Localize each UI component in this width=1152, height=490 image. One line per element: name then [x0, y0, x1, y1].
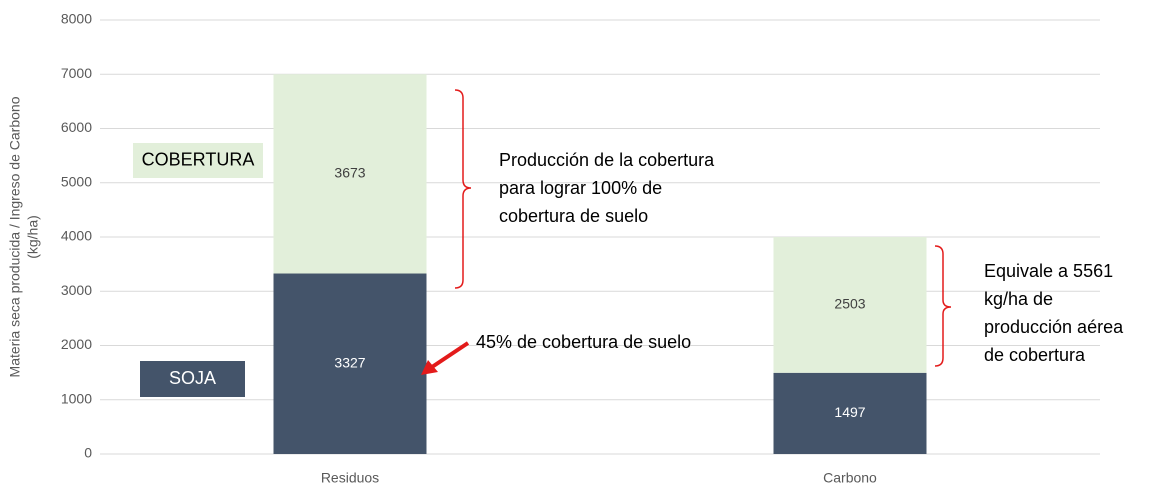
x-tick-label: Carbono	[823, 470, 877, 486]
y-tick-label: 5000	[61, 173, 92, 189]
y-axis-title-line: Materia seca producida / Ingreso de Carb…	[7, 96, 23, 377]
data-label: 3327	[334, 354, 365, 370]
brace	[934, 245, 952, 367]
annotation: Producción de la cobertura	[499, 150, 715, 170]
y-tick-label: 7000	[61, 65, 92, 81]
annotation: de cobertura	[984, 345, 1086, 365]
bar-segment	[273, 273, 427, 454]
y-tick-label: 0	[84, 445, 92, 461]
legend-swatch	[140, 361, 245, 397]
annotation: cobertura de suelo	[499, 206, 648, 226]
y-tick-label: 8000	[61, 11, 92, 27]
annotation: para lograr 100% de	[499, 178, 662, 198]
annotation: kg/ha de	[984, 289, 1053, 309]
plot: 0 1000 2000 3000 4000 5000 6000 7000 8000 Residuo…	[61, 11, 1100, 486]
y-tick-label: 3000	[61, 282, 92, 298]
annotation: producción aérea	[984, 317, 1124, 337]
legend-label: SOJA	[169, 368, 216, 388]
y-tick-label: 4000	[61, 228, 92, 244]
annotation: 45% de cobertura de suelo	[476, 332, 691, 352]
legend-swatch	[133, 143, 263, 178]
data-label: 1497	[834, 404, 865, 420]
bar-segment	[273, 74, 427, 274]
bar-segment	[773, 372, 927, 454]
brace	[454, 89, 472, 289]
arrow-head	[421, 360, 438, 375]
data-label: 2503	[834, 296, 865, 312]
x-tick-label: Residuos	[321, 470, 379, 486]
y-axis-title: Materia seca producida / Ingreso de Carb…	[7, 96, 41, 377]
y-axis-title-line: (kg/ha)	[25, 215, 41, 259]
data-label: 3673	[334, 165, 365, 181]
legend-label: COBERTURA	[142, 149, 255, 169]
y-tick-label: 1000	[61, 390, 92, 406]
annotation: Equivale a 5561	[984, 261, 1113, 281]
arrow	[430, 341, 470, 369]
y-tick-label: 2000	[61, 336, 92, 352]
bar-segment	[773, 237, 927, 373]
y-tick-label: 6000	[61, 119, 92, 135]
